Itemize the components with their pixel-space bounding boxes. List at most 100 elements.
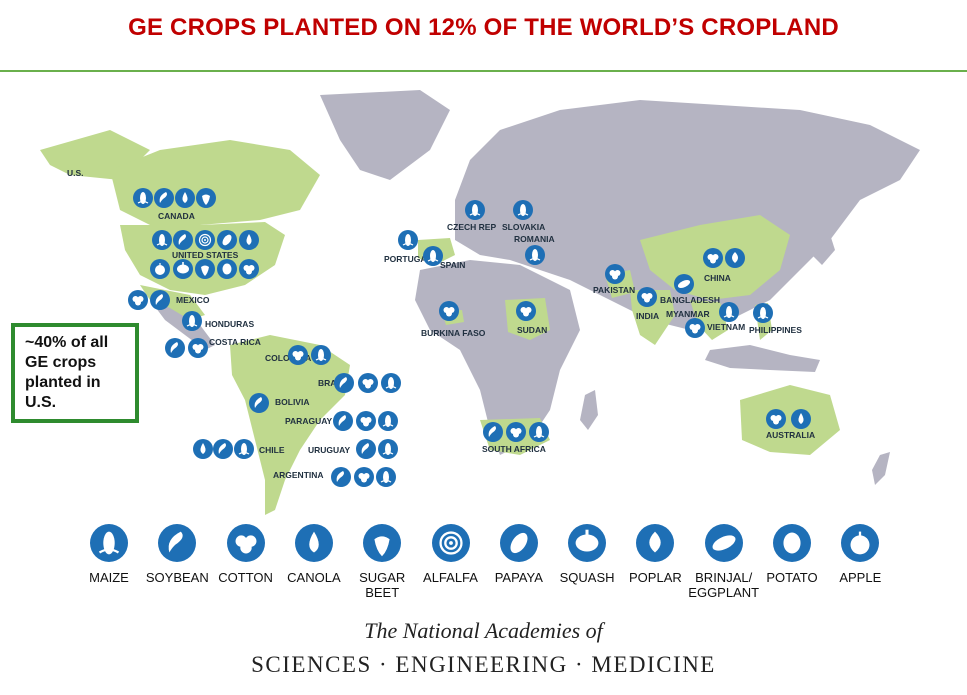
new-zealand-shape	[872, 452, 890, 485]
world-map: U.S. CANADA UNITED STATES MEXICO HONDURA…	[40, 90, 920, 515]
label-china: CHINA	[704, 273, 731, 283]
crop-markers	[128, 188, 811, 487]
legend-label-brinjal: BRINJAL/ EGGPLANT	[688, 570, 760, 600]
label-myanmar: MYANMAR	[666, 309, 710, 319]
marker-china-poplar-icon	[725, 248, 745, 268]
crop-legend: MAIZE SOYBEAN COTTON CANOLA SUGAR BEET ALFALF…	[64, 524, 904, 604]
us-share-callout: ~40% of all GE crops planted in U.S.	[11, 323, 139, 423]
marker-united-states-soybean-icon	[173, 230, 193, 250]
marker-czech-rep-maize-icon	[465, 200, 485, 220]
greenland-shape	[320, 90, 450, 180]
marker-australia-cotton-icon	[766, 409, 786, 429]
label-burkina-faso: BURKINA FASO	[421, 328, 486, 338]
poplar-icon	[636, 524, 675, 562]
label-vietnam: VIETNAM	[707, 322, 745, 332]
marker-costa-rica-soybean-icon	[165, 338, 185, 358]
marker-brazil-maize-icon	[381, 373, 401, 393]
marker-united-states-maize-icon	[152, 230, 172, 250]
marker-philippines-maize-icon	[753, 303, 773, 323]
callout-line-1: ~40% of all	[25, 334, 109, 351]
marker-burkina-faso-cotton-icon	[439, 301, 459, 321]
label-colombia: COLOMBIA	[265, 353, 311, 363]
legend-item-soybean: SOYBEAN	[132, 524, 222, 585]
marker-argentina-maize-icon	[376, 467, 396, 487]
label-bangladesh: BANGLADESH	[660, 295, 720, 305]
se-asia-shape	[690, 300, 728, 340]
label-australia: AUSTRALIA	[766, 430, 815, 440]
marker-united-states-papaya-icon	[217, 230, 237, 250]
japan-shape	[812, 228, 835, 265]
marker-brazil-soybean-icon	[334, 373, 354, 393]
soybean-icon	[158, 524, 197, 562]
sugar-beet-icon	[363, 524, 402, 562]
marker-united-states-canola-icon	[239, 230, 259, 250]
cotton-icon	[226, 524, 265, 562]
legend-item-canola: CANOLA	[269, 524, 359, 585]
legend-item-papaya: PAPAYA	[474, 524, 564, 585]
legend-label-canola: CANOLA	[287, 570, 341, 585]
marker-vietnam-maize-icon	[719, 302, 739, 322]
label-slovakia: SLOVAKIA	[502, 222, 545, 232]
legend-label-alfalfa: ALFALFA	[423, 570, 478, 585]
potato-icon	[773, 524, 811, 562]
legend-label-squash: SQUASH	[559, 570, 615, 585]
south-america-shape	[230, 335, 350, 515]
eurasia-shape	[455, 100, 920, 330]
marker-sudan-cotton-icon	[516, 301, 536, 321]
marker-chile-canola-icon	[193, 439, 213, 459]
legend-item-potato: POTATO	[747, 524, 837, 585]
label-uruguay: URUGUAY	[308, 445, 351, 455]
legend-item-apple: APPLE	[815, 524, 905, 585]
australia-shape	[740, 385, 840, 455]
canola-icon	[294, 524, 333, 562]
marker-united-states-alfalfa-icon	[195, 230, 215, 250]
label-us: U.S.	[67, 168, 84, 178]
label-spain: SPAIN	[440, 260, 465, 270]
label-romania: ROMANIA	[514, 234, 555, 244]
marker-romania-maize-icon	[525, 245, 545, 265]
marker-paraguay-maize-icon	[378, 411, 398, 431]
label-bolivia: BOLIVIA	[275, 397, 309, 407]
label-honduras: HONDURAS	[205, 319, 254, 329]
marker-united-states-sugar-beet-icon	[195, 259, 215, 279]
marker-bangladesh-brinjal-icon	[674, 274, 694, 294]
marker-united-states-apple-icon	[150, 259, 170, 279]
indonesia-shape	[705, 345, 820, 372]
legend-item-maize: MAIZE	[64, 524, 154, 585]
marker-portugal-maize-icon	[398, 230, 418, 250]
eggplant-icon	[704, 524, 743, 562]
marker-canada-maize-icon	[133, 188, 153, 208]
label-portugal: PORTUGAL	[384, 254, 432, 264]
legend-label-cotton: COTTON	[218, 570, 273, 585]
label-sudan: SUDAN	[517, 325, 547, 335]
label-united-states: UNITED STATES	[172, 250, 239, 260]
label-pakistan: PAKISTAN	[593, 285, 635, 295]
title-divider	[0, 70, 967, 72]
central-america-shape	[150, 300, 215, 350]
madagascar-shape	[580, 390, 598, 430]
country-labels: U.S. CANADA UNITED STATES MEXICO HONDURA…	[67, 168, 815, 480]
marker-bolivia-soybean-icon	[249, 393, 269, 413]
footer-org-line2: SCIENCES · ENGINEERING · MEDICINE	[251, 652, 716, 677]
marker-argentina-cotton-icon	[354, 467, 374, 487]
label-india: INDIA	[636, 311, 659, 321]
marker-chile-soybean-icon	[213, 439, 233, 459]
label-mexico: MEXICO	[176, 295, 210, 305]
marker-united-states-cotton-icon	[239, 259, 259, 279]
callout-line-4: U.S.	[25, 394, 57, 411]
callout-line-3: planted in	[25, 374, 101, 391]
label-brazil: BRAZIL	[318, 378, 349, 388]
legend-label-poplar: POPLAR	[629, 570, 682, 585]
legend-item-poplar: POPLAR	[610, 524, 700, 585]
legend-label-papaya: PAPAYA	[494, 570, 543, 585]
alfalfa-icon	[431, 524, 470, 562]
marker-costa-rica-cotton-icon	[188, 338, 208, 358]
legend-item-alfalfa: ALFALFA	[406, 524, 496, 585]
marker-south-africa-maize-icon	[529, 422, 549, 442]
marker-chile-maize-icon	[234, 439, 254, 459]
marker-mexico-cotton-icon	[128, 290, 148, 310]
legend-item-sugar-beet: SUGAR BEET	[337, 524, 427, 600]
legend-item-brinjal: BRINJAL/ EGGPLANT	[679, 524, 769, 600]
papaya-icon	[499, 524, 538, 562]
legend-label-potato: POTATO	[766, 570, 818, 585]
